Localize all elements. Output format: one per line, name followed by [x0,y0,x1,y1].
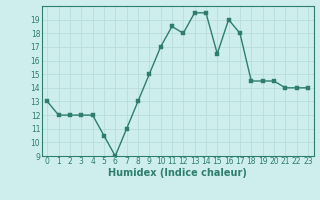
X-axis label: Humidex (Indice chaleur): Humidex (Indice chaleur) [108,168,247,178]
